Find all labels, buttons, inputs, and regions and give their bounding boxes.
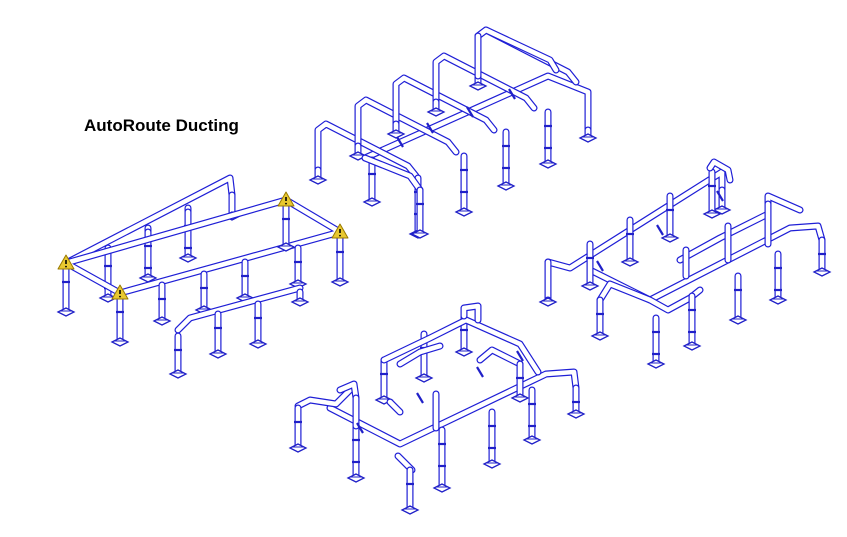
- assembly-2-top: [308, 26, 598, 239]
- duct-flange: [466, 106, 474, 118]
- warning-triangle-icon: [57, 254, 75, 270]
- base-plate: [620, 257, 640, 267]
- base-plate: [290, 297, 310, 307]
- duct-core: [362, 155, 423, 193]
- warning-triangle-icon: [111, 284, 129, 300]
- duct-flange: [656, 224, 664, 236]
- base-plate: [728, 315, 748, 325]
- duct-segment: [474, 26, 580, 86]
- duct-core: [381, 317, 541, 375]
- duct-flange: [596, 260, 604, 272]
- warning-triangle-icon: [277, 191, 295, 207]
- duct-core: [295, 387, 353, 409]
- duct-core: [362, 73, 591, 161]
- base-plate: [414, 373, 434, 383]
- base-plate: [400, 505, 420, 515]
- base-plate: [454, 347, 474, 357]
- base-plate: [538, 297, 558, 307]
- assembly-3-right: [538, 158, 832, 369]
- base-plate: [288, 443, 308, 453]
- base-plate: [178, 253, 198, 263]
- base-plate: [702, 209, 722, 219]
- duct-flange: [516, 350, 524, 362]
- duct-flange: [716, 190, 724, 202]
- duct-core: [397, 343, 443, 367]
- base-plate: [812, 267, 832, 277]
- duct-core: [475, 27, 579, 85]
- duct-core: [707, 159, 733, 183]
- base-plate: [538, 159, 558, 169]
- duct-flange: [396, 136, 404, 148]
- base-plate: [432, 483, 452, 493]
- duct-flange: [508, 88, 516, 100]
- base-plate: [410, 229, 430, 239]
- base-plate: [208, 349, 228, 359]
- base-plate: [152, 316, 172, 326]
- duct-core: [545, 169, 725, 271]
- duct-core: [63, 175, 235, 266]
- base-plate: [590, 331, 610, 341]
- duct-core: [461, 303, 481, 323]
- duct-core: [315, 121, 419, 179]
- duct-core: [387, 399, 403, 415]
- base-plate: [522, 435, 542, 445]
- base-plate: [426, 107, 446, 117]
- base-plate: [346, 473, 366, 483]
- warning-triangle-icon: [331, 223, 349, 239]
- base-plate: [330, 277, 350, 287]
- base-plate: [510, 393, 530, 403]
- base-plate: [468, 81, 488, 91]
- base-plate: [566, 409, 586, 419]
- base-plate: [660, 233, 680, 243]
- assembly-4-bottom: [288, 302, 586, 515]
- base-plate: [56, 307, 76, 317]
- duct-core: [433, 53, 537, 111]
- duct-core: [175, 285, 303, 333]
- diagram-title: AutoRoute Ducting: [84, 116, 239, 135]
- assembly-1-with-warnings: [56, 174, 350, 379]
- base-plate: [496, 181, 516, 191]
- base-plate: [768, 295, 788, 305]
- base-plate: [276, 242, 296, 252]
- duct-segment: [326, 368, 580, 448]
- duct-core: [327, 369, 579, 447]
- base-plate: [580, 281, 600, 291]
- base-plate: [362, 197, 382, 207]
- base-plate: [386, 129, 406, 139]
- base-plate: [646, 359, 666, 369]
- duct-core: [475, 27, 559, 73]
- duct-core: [337, 381, 359, 401]
- base-plate: [482, 459, 502, 469]
- base-plate: [578, 133, 598, 143]
- duct-core: [393, 75, 497, 133]
- duct-segment: [474, 26, 560, 74]
- base-plate: [138, 273, 158, 283]
- base-plate: [110, 337, 130, 347]
- base-plate: [168, 369, 188, 379]
- base-plate: [682, 341, 702, 351]
- duct-flange: [476, 366, 484, 378]
- duct-core: [355, 97, 459, 155]
- duct-flange: [416, 392, 424, 404]
- base-plate: [712, 205, 732, 215]
- duct-segment: [314, 120, 420, 180]
- base-plate: [248, 339, 268, 349]
- duct-flange: [426, 122, 434, 134]
- duct-core: [477, 347, 523, 367]
- base-plate: [454, 207, 474, 217]
- duct-flange: [356, 422, 364, 434]
- base-plate: [308, 175, 328, 185]
